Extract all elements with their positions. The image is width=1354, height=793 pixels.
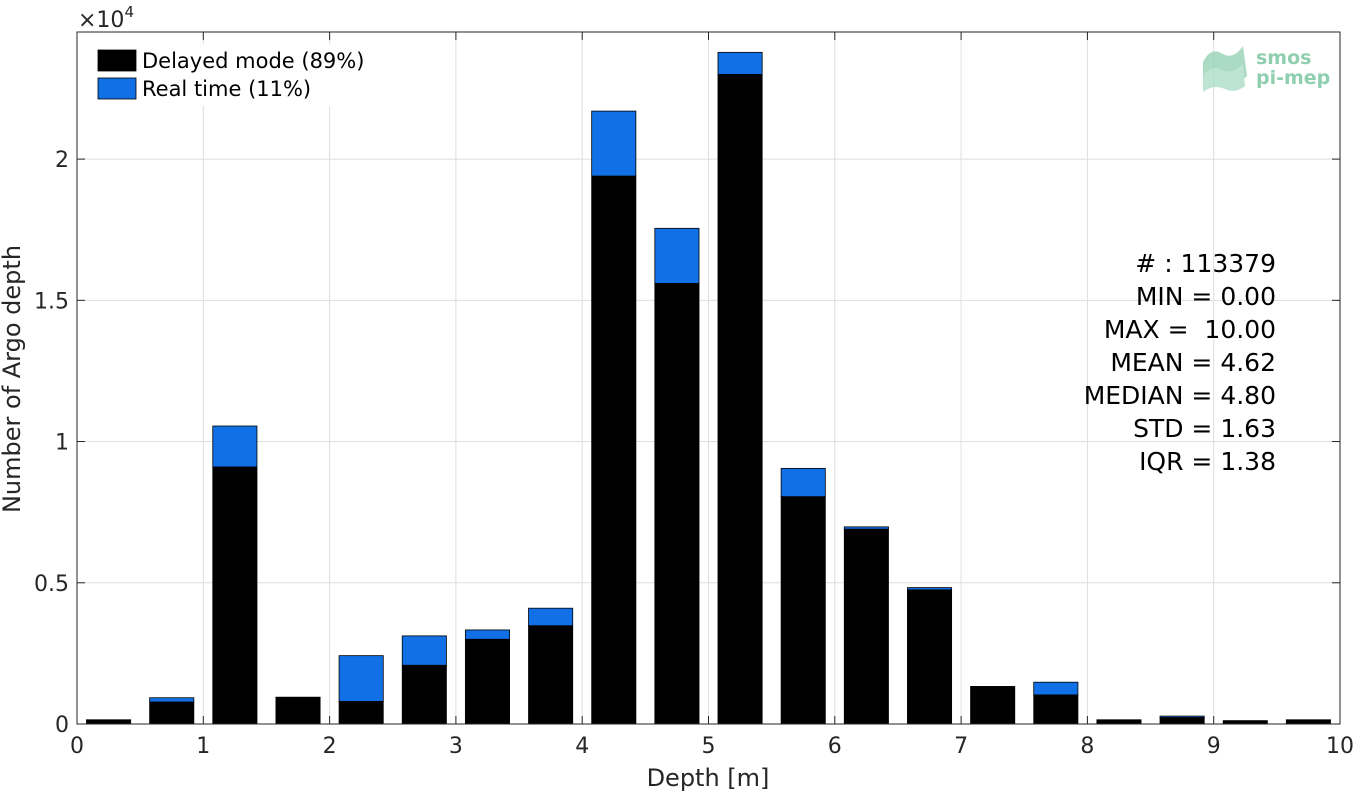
logo-wave-icon bbox=[1203, 46, 1247, 92]
x-tick-label: 6 bbox=[828, 734, 842, 759]
x-axis-label: Depth [m] bbox=[647, 764, 770, 792]
y-axis-label: Number of Argo depth bbox=[0, 245, 26, 513]
bar-real-time bbox=[907, 587, 953, 591]
bar-delayed-mode bbox=[1033, 694, 1079, 725]
bar-real-time bbox=[338, 655, 384, 702]
stat-iqr: IQR = 1.38 bbox=[1139, 447, 1276, 476]
x-tick-label: 9 bbox=[1207, 734, 1221, 759]
bar-delayed-mode bbox=[401, 664, 447, 725]
x-tick-label: 5 bbox=[702, 734, 716, 759]
statistics-box: # : 113379 MIN = 0.00 MAX = 10.00 MEAN =… bbox=[1084, 249, 1276, 476]
bar-delayed-mode bbox=[338, 701, 384, 725]
logo-text-smos: smos bbox=[1256, 47, 1311, 69]
bar-delayed-mode bbox=[843, 528, 889, 725]
bar-real-time bbox=[717, 51, 763, 75]
bar-real-time bbox=[212, 425, 258, 468]
bar-delayed-mode bbox=[528, 625, 574, 725]
x-tick-label: 2 bbox=[323, 734, 337, 759]
legend-swatch-realtime bbox=[97, 77, 137, 100]
bar-real-time bbox=[1096, 719, 1142, 721]
bar-delayed-mode bbox=[1222, 720, 1268, 725]
bar-delayed-mode bbox=[86, 719, 132, 725]
bar-delayed-mode bbox=[464, 638, 510, 725]
y-tick-label: 0.5 bbox=[34, 572, 69, 597]
x-tick-label: 4 bbox=[575, 734, 589, 759]
bar-real-time bbox=[1159, 715, 1205, 718]
bar-delayed-mode bbox=[907, 589, 953, 725]
y-axis-ticks: 0 0.5 1 1.5 2 bbox=[34, 148, 1340, 738]
bar-delayed-mode bbox=[275, 696, 321, 725]
y-tick-label: 1 bbox=[55, 431, 69, 456]
bar-real-time bbox=[528, 607, 574, 627]
stat-max: MAX = 10.00 bbox=[1104, 315, 1276, 344]
logo-text-pimep: pi-mep bbox=[1256, 67, 1330, 89]
x-tick-label: 10 bbox=[1326, 734, 1354, 759]
stat-min: MIN = 0.00 bbox=[1136, 282, 1276, 311]
bar-real-time bbox=[843, 526, 889, 530]
bar-delayed-mode bbox=[1159, 717, 1205, 725]
y-tick-label: 0 bbox=[55, 713, 69, 738]
stat-std: STD = 1.63 bbox=[1133, 414, 1276, 443]
y-tick-label: 1.5 bbox=[34, 289, 69, 314]
bar-delayed-mode bbox=[1096, 719, 1142, 725]
bar-real-time bbox=[1033, 681, 1079, 696]
x-tick-label: 3 bbox=[449, 734, 463, 759]
smos-pi-mep-logo: smos pi-mep bbox=[1203, 46, 1330, 92]
stat-mean: MEAN = 4.62 bbox=[1110, 348, 1276, 377]
legend-label-delayed: Delayed mode (89%) bbox=[142, 49, 364, 73]
bar-real-time bbox=[149, 697, 195, 703]
bar-delayed-mode bbox=[717, 73, 763, 725]
grid-lines bbox=[76, 32, 1341, 725]
bar-real-time bbox=[654, 227, 700, 284]
y-axis-exponent: ×104 bbox=[78, 3, 134, 33]
bar-delayed-mode bbox=[149, 701, 195, 725]
bars-group bbox=[86, 51, 1331, 725]
x-tick-label: 7 bbox=[954, 734, 968, 759]
stat-median: MEDIAN = 4.80 bbox=[1084, 381, 1276, 410]
bar-delayed-mode bbox=[970, 686, 1016, 725]
y-axis-exponent-power: 4 bbox=[124, 3, 134, 21]
y-tick-label: 2 bbox=[55, 148, 69, 173]
x-axis-ticks: 0 1 2 3 4 5 6 7 8 9 10 bbox=[70, 32, 1354, 759]
legend-swatch-delayed bbox=[97, 49, 137, 72]
x-tick-label: 8 bbox=[1080, 734, 1094, 759]
bar-real-time bbox=[401, 635, 447, 666]
stat-count: # : 113379 bbox=[1135, 249, 1276, 278]
bar-delayed-mode bbox=[1285, 719, 1331, 725]
x-tick-label: 0 bbox=[70, 734, 84, 759]
bar-delayed-mode bbox=[654, 282, 700, 725]
bar-delayed-mode bbox=[780, 496, 826, 725]
legend: Delayed mode (89%) Real time (11%) bbox=[86, 44, 376, 106]
x-tick-label: 1 bbox=[196, 734, 210, 759]
bar-delayed-mode bbox=[212, 466, 258, 725]
bar-real-time bbox=[780, 467, 826, 498]
y-axis-exponent-base: ×10 bbox=[78, 8, 124, 33]
bar-real-time bbox=[591, 110, 637, 177]
legend-label-realtime: Real time (11%) bbox=[142, 77, 311, 101]
bar-real-time bbox=[464, 629, 510, 640]
bar-delayed-mode bbox=[591, 175, 637, 725]
